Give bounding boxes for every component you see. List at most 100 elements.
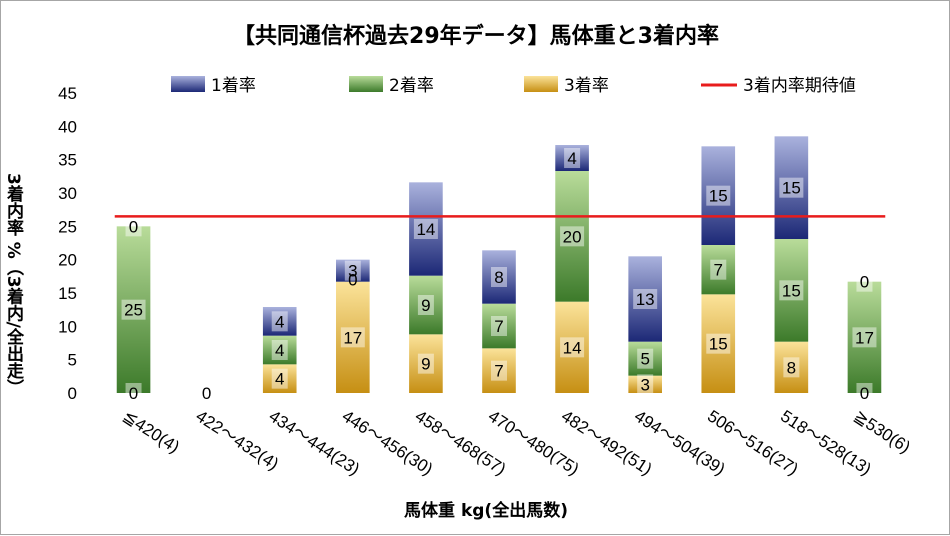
data-label-3rd: 15 [709, 335, 728, 354]
data-label-box [125, 216, 142, 237]
data-label-1st: 15 [709, 187, 728, 206]
bar-segment-2nd [774, 239, 809, 342]
data-label-3rd: 3 [640, 375, 649, 394]
data-label-3rd: 17 [343, 328, 362, 347]
data-label-box [344, 260, 361, 281]
bar-segment-1st [628, 256, 662, 342]
data-label-box [491, 360, 507, 381]
data-label-2nd: 25 [124, 301, 143, 320]
y-tick-label: 25 [58, 217, 77, 236]
bar-segment-3rd [336, 281, 370, 393]
data-label-box [706, 185, 731, 206]
y-tick-label: 5 [68, 351, 77, 370]
legend-label-3rd: 3着率 [564, 76, 609, 96]
data-label-2nd: 0 [348, 271, 357, 290]
data-label-3rd: 4 [275, 370, 284, 389]
bar-segment-2nd [409, 275, 443, 335]
data-label-box [491, 316, 507, 336]
data-label-1st: 0 [860, 273, 869, 292]
bar-segment-1st [409, 182, 443, 276]
data-label-2nd: 20 [563, 227, 582, 246]
data-label-1st: 13 [636, 290, 655, 309]
legend: 1着率 2着率 3着率 3着内率期待値 [171, 76, 856, 96]
data-label-box [417, 353, 434, 374]
data-label-box [271, 311, 288, 332]
bar-segment-2nd [116, 226, 151, 393]
bar-segment-3rd [555, 301, 589, 393]
data-label-1st: 3 [348, 262, 357, 281]
legend-label-1st: 1着率 [211, 76, 256, 96]
data-label-box [121, 299, 146, 320]
x-tick-label: ≧530(6) [850, 406, 914, 456]
data-label-1st: 4 [567, 149, 576, 168]
bar-segment-1st [701, 146, 736, 245]
data-label-box [271, 368, 288, 389]
bar-segment-3rd [482, 348, 516, 393]
bar-segment-1st [336, 259, 370, 282]
legend-swatch-3rd [524, 76, 558, 92]
data-label-box [852, 327, 877, 348]
y-tick-label: 40 [58, 117, 77, 136]
legend-label-2nd: 2着率 [389, 76, 434, 96]
data-label-box [271, 340, 288, 360]
data-label-box [198, 383, 215, 403]
y-tick-label: 10 [58, 317, 77, 336]
bar-segment-2nd [701, 245, 736, 295]
y-tick-label: 0 [68, 384, 77, 403]
data-label-box [417, 295, 434, 315]
data-label-2nd: 7 [714, 261, 723, 280]
data-label-box [125, 383, 142, 403]
legend-swatch-1st [171, 76, 205, 92]
y-tick-label: 35 [58, 151, 77, 170]
bar-segment-2nd [628, 341, 662, 376]
data-label-1st: 0 [129, 217, 138, 236]
y-tick-label: 45 [58, 84, 77, 103]
bar-segment-1st [262, 307, 297, 336]
data-label-3rd: 14 [563, 338, 582, 357]
x-tick-label: ≦420(4) [119, 406, 183, 456]
bar-segment-3rd [409, 334, 443, 393]
data-label-box [340, 327, 365, 348]
x-axis-ticks: ≦420(4) 422～432(4)434～444(23)446～456(30)4… [119, 406, 913, 479]
bar-segment-1st [555, 145, 589, 171]
data-label-1st: 0 [202, 384, 211, 403]
bar-segment-2nd [847, 281, 882, 393]
data-label-3rd: 7 [494, 362, 503, 381]
data-label-2nd: 4 [275, 341, 284, 360]
data-label-box [856, 383, 873, 403]
data-label-box [564, 148, 581, 168]
data-label-box [560, 337, 585, 358]
data-label-3rd: 0 [129, 384, 138, 403]
data-label-box [633, 289, 658, 309]
bar-segment-2nd [262, 335, 297, 365]
data-label-1st: 15 [782, 179, 801, 198]
y-tick-label: 15 [58, 284, 77, 303]
bar-segment-3rd [701, 294, 736, 393]
x-axis-title: 馬体重 kg(全出馬数) [404, 500, 568, 521]
data-label-box [710, 259, 727, 280]
data-label-1st: 14 [416, 220, 435, 239]
bar-segment-2nd [555, 171, 589, 302]
data-label-box [560, 226, 585, 247]
bar-segment-2nd [482, 303, 516, 349]
data-label-1st: 4 [275, 312, 284, 331]
data-label-box [706, 333, 731, 354]
data-label-2nd: 15 [782, 281, 801, 300]
bar-labels: 0 25 0 0 4 4 4 17 3 9 9 14 7 7 8 14 20 4 3 5 13 15 7 15 8 15 15 0 17… [121, 148, 877, 403]
bar-segment-1st [482, 250, 516, 304]
bars [116, 136, 882, 393]
data-label-3rd: 9 [421, 355, 430, 374]
data-label-2nd: 9 [421, 296, 430, 315]
data-label-2nd: 17 [855, 328, 874, 347]
y-axis-title: 3着内率 %（3着内/全出走） [3, 173, 25, 396]
data-label-3rd: 0 [860, 384, 869, 403]
data-label-2nd: 5 [640, 350, 649, 369]
data-label-box [637, 348, 654, 369]
data-label-1st: 8 [494, 268, 503, 287]
data-label-box [637, 374, 654, 395]
data-label-box [856, 271, 873, 292]
y-tick-label: 20 [58, 251, 77, 270]
legend-label-expected: 3着内率期待値 [743, 76, 856, 96]
y-axis-ticks: 0 5 10 15 20 25 30 35 40 45 [58, 84, 77, 403]
